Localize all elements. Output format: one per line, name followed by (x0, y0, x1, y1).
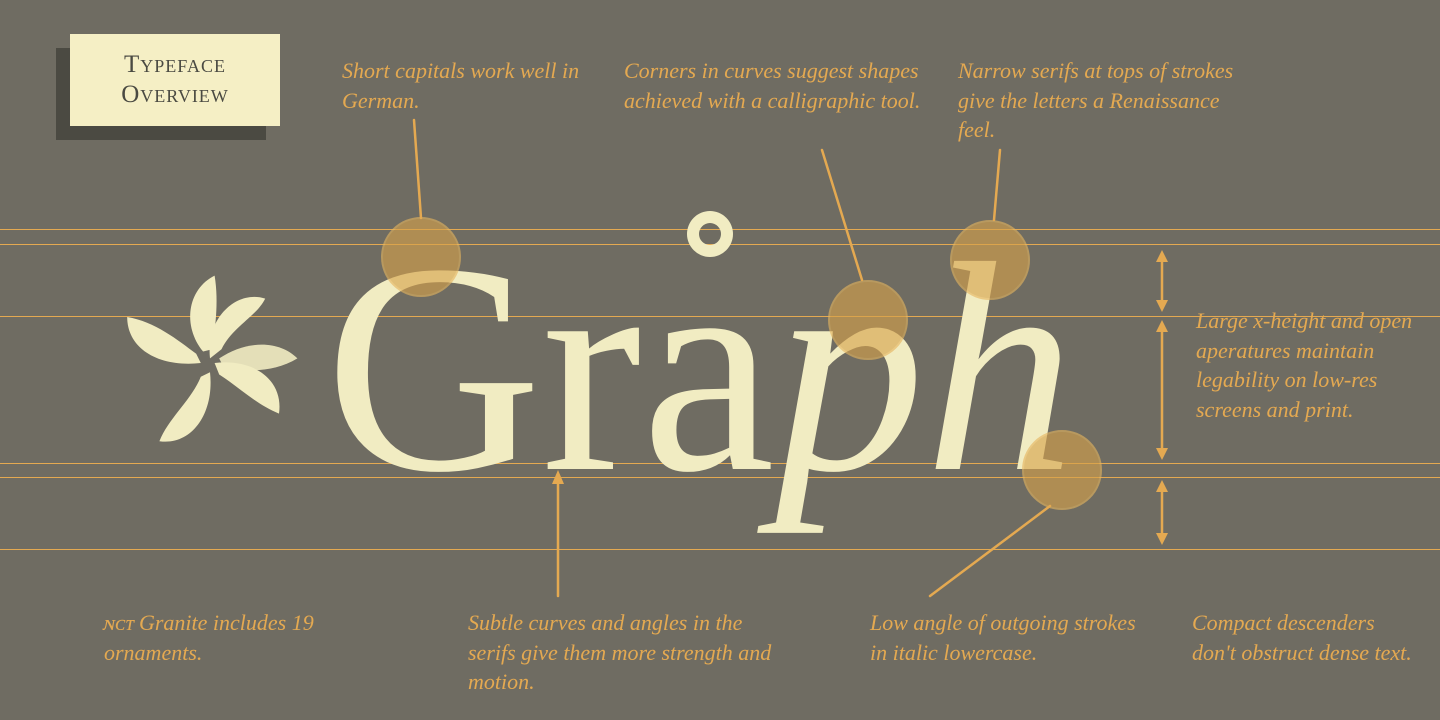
annotation-text: Low angle of outgoing strokes in italic … (870, 608, 1150, 667)
annotation-text: Short capitals work well in German. (342, 56, 602, 115)
annotation-text: Compact descenders don't obstruct dense … (1192, 608, 1412, 667)
callout-circle (1022, 430, 1102, 510)
callout-circle (381, 217, 461, 297)
annotation-text: Large x-height and open aperatures maint… (1196, 306, 1426, 425)
annotation-text: Subtle curves and angles in the serifs g… (468, 608, 788, 697)
callout-circle (950, 220, 1030, 300)
annotation-text: ɴᴄᴛ Granite includes 19 ornaments. (104, 608, 384, 667)
annotation-text: Narrow serifs at tops of strokes give th… (958, 56, 1258, 145)
annotation-text: Corners in curves suggest shapes achieve… (624, 56, 924, 115)
typeface-overview-canvas: Typeface Overview Graph (0, 0, 1440, 720)
callout-circle (828, 280, 908, 360)
